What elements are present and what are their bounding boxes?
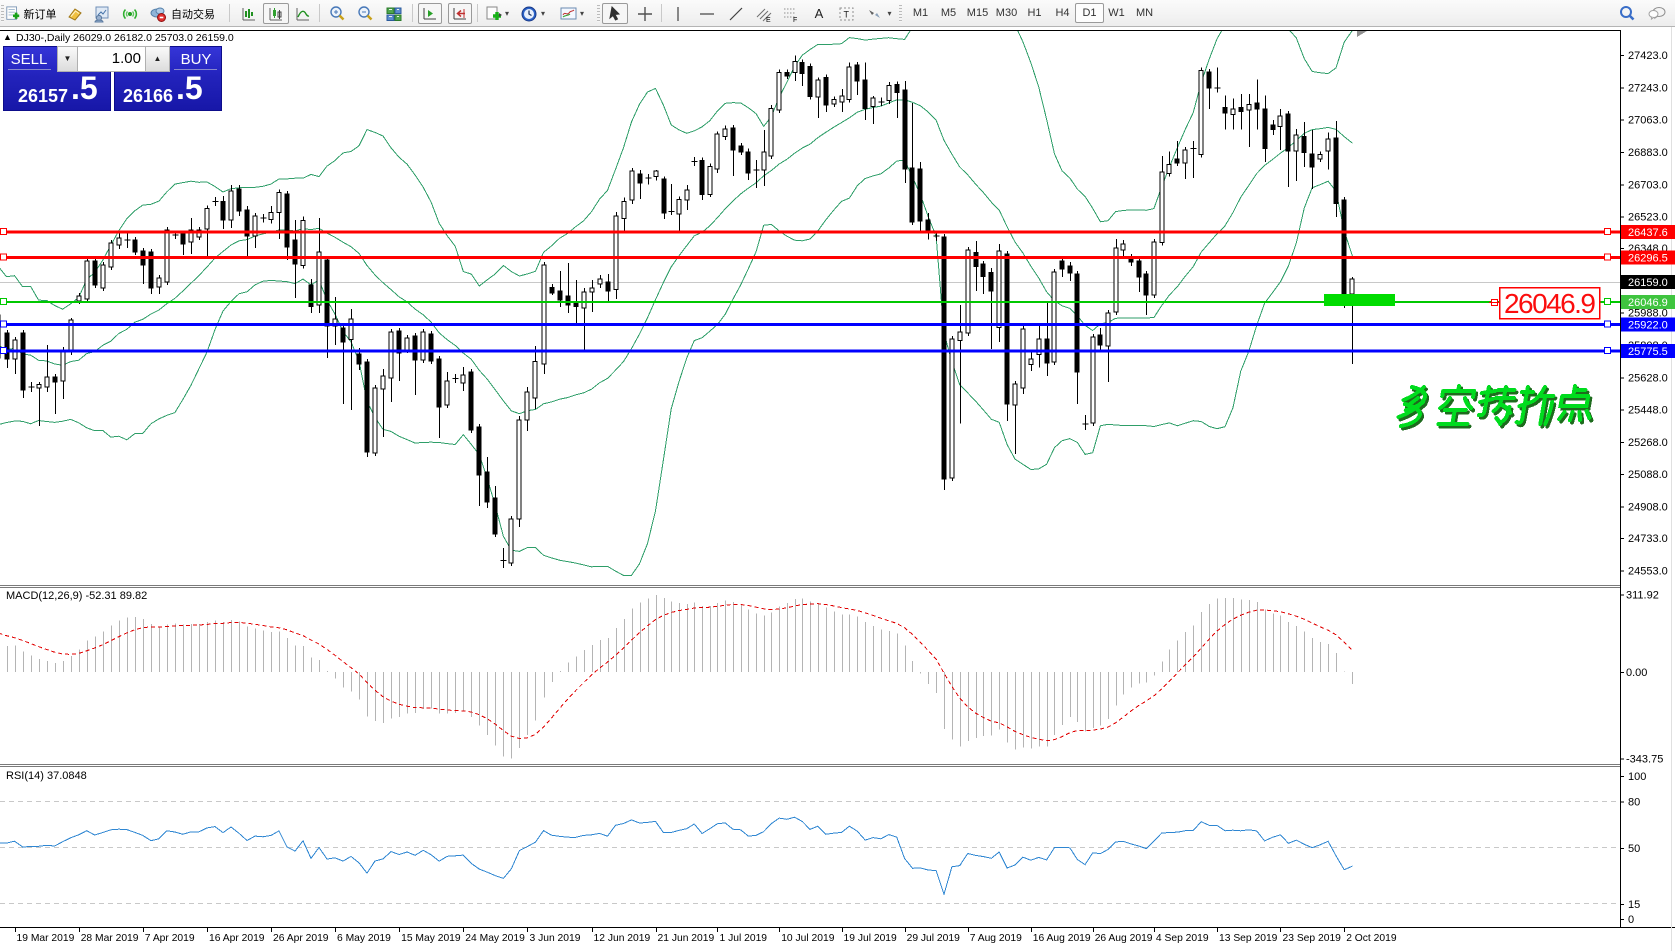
svg-text:26 Aug 2019: 26 Aug 2019 xyxy=(1095,933,1153,944)
svg-text:25088.0: 25088.0 xyxy=(1628,469,1668,481)
svg-text:50: 50 xyxy=(1628,843,1640,855)
svg-text:25628.0: 25628.0 xyxy=(1628,372,1668,384)
svg-text:26437.6: 26437.6 xyxy=(1628,227,1668,239)
svg-text:24553.0: 24553.0 xyxy=(1628,565,1668,577)
svg-text:21 Jun 2019: 21 Jun 2019 xyxy=(658,933,715,944)
svg-text:-343.75: -343.75 xyxy=(1626,754,1663,766)
svg-text:29 Jul 2019: 29 Jul 2019 xyxy=(907,933,961,944)
svg-text:26296.5: 26296.5 xyxy=(1628,252,1668,264)
svg-text:7 Aug 2019: 7 Aug 2019 xyxy=(970,933,1022,944)
svg-text:15: 15 xyxy=(1628,899,1640,911)
svg-text:0.00: 0.00 xyxy=(1626,667,1647,679)
svg-text:4 Sep 2019: 4 Sep 2019 xyxy=(1156,933,1209,944)
svg-text:DJ30-,Daily 26029.0 26182.0 2: DJ30-,Daily 26029.0 26182.0 25703.0 2615… xyxy=(16,32,234,44)
svg-text:25922.0: 25922.0 xyxy=(1628,320,1668,332)
svg-text:26046.9: 26046.9 xyxy=(1504,288,1596,319)
svg-text:24 May 2019: 24 May 2019 xyxy=(465,933,525,944)
svg-text:100: 100 xyxy=(1628,771,1646,783)
svg-text:1 Jul 2019: 1 Jul 2019 xyxy=(720,933,768,944)
svg-text:27423.0: 27423.0 xyxy=(1628,50,1668,62)
svg-text:15 May 2019: 15 May 2019 xyxy=(401,933,461,944)
svg-text:E: E xyxy=(766,17,771,23)
svg-text:24733.0: 24733.0 xyxy=(1628,533,1668,545)
svg-text:311.92: 311.92 xyxy=(1626,590,1659,602)
svg-text:3 Jun 2019: 3 Jun 2019 xyxy=(530,933,581,944)
svg-text:80: 80 xyxy=(1628,796,1640,808)
svg-text:7 Apr 2019: 7 Apr 2019 xyxy=(145,933,195,944)
svg-text:26159.0: 26159.0 xyxy=(1628,277,1668,289)
svg-text:23 Sep 2019: 23 Sep 2019 xyxy=(1283,933,1342,944)
svg-text:12 Jun 2019: 12 Jun 2019 xyxy=(594,933,651,944)
svg-text:10 Jul 2019: 10 Jul 2019 xyxy=(781,933,835,944)
svg-text:26046.9: 26046.9 xyxy=(1628,297,1668,309)
svg-text:25775.5: 25775.5 xyxy=(1628,346,1668,358)
svg-text:16 Apr 2019: 16 Apr 2019 xyxy=(209,933,265,944)
svg-text:▲: ▲ xyxy=(3,32,12,42)
svg-text:24908.0: 24908.0 xyxy=(1628,502,1668,514)
svg-text:13 Sep 2019: 13 Sep 2019 xyxy=(1219,933,1278,944)
svg-text:26 Apr 2019: 26 Apr 2019 xyxy=(273,933,329,944)
svg-text:19 Mar 2019: 19 Mar 2019 xyxy=(17,933,75,944)
svg-text:F: F xyxy=(793,17,797,23)
svg-text:MACD(12,26,9) -52.31 89.82: MACD(12,26,9) -52.31 89.82 xyxy=(6,590,147,602)
svg-text:27243.0: 27243.0 xyxy=(1628,82,1668,94)
svg-text:6 May 2019: 6 May 2019 xyxy=(337,933,391,944)
svg-text:19 Jul 2019: 19 Jul 2019 xyxy=(844,933,898,944)
svg-text:27063.0: 27063.0 xyxy=(1628,115,1668,127)
svg-text:RSI(14) 37.0848: RSI(14) 37.0848 xyxy=(6,770,87,782)
svg-text:25268.0: 25268.0 xyxy=(1628,437,1668,449)
svg-text:2 Oct 2019: 2 Oct 2019 xyxy=(1346,933,1397,944)
svg-text:16 Aug 2019: 16 Aug 2019 xyxy=(1033,933,1091,944)
svg-text:26883.0: 26883.0 xyxy=(1628,147,1668,159)
svg-text:26523.0: 26523.0 xyxy=(1628,212,1668,224)
svg-text:T: T xyxy=(844,9,850,19)
svg-text:25988.0: 25988.0 xyxy=(1628,308,1668,320)
svg-text:26703.0: 26703.0 xyxy=(1628,179,1668,191)
svg-text:25448.0: 25448.0 xyxy=(1628,405,1668,417)
svg-text:0: 0 xyxy=(1628,914,1634,926)
svg-text:28 Mar 2019: 28 Mar 2019 xyxy=(81,933,139,944)
